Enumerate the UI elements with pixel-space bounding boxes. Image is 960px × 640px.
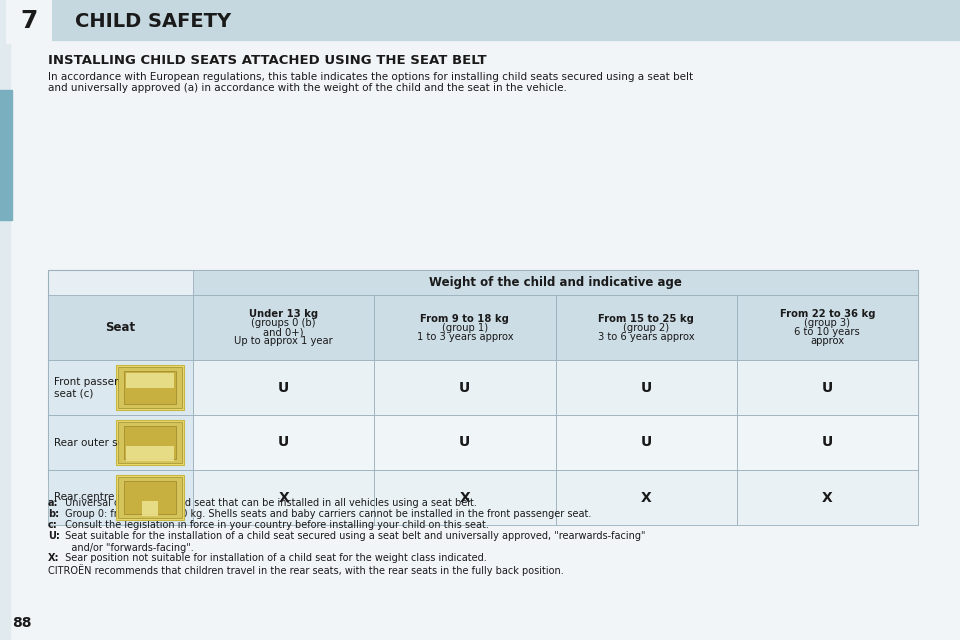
- Text: Rear centre seat: Rear centre seat: [54, 493, 140, 502]
- Text: a:: a:: [48, 498, 59, 508]
- Text: 3 to 6 years approx: 3 to 6 years approx: [598, 332, 694, 342]
- Text: Front passenger
seat (c): Front passenger seat (c): [54, 377, 138, 398]
- Text: INSTALLING CHILD SEATS ATTACHED USING THE SEAT BELT: INSTALLING CHILD SEATS ATTACHED USING TH…: [48, 54, 487, 67]
- Bar: [0, 90, 12, 220]
- Text: approx: approx: [810, 336, 845, 346]
- Text: U: U: [640, 381, 652, 394]
- Bar: [126, 446, 174, 461]
- FancyBboxPatch shape: [6, 0, 52, 44]
- Bar: [142, 501, 158, 516]
- Text: Weight of the child and indicative age: Weight of the child and indicative age: [429, 276, 682, 289]
- Text: c:: c:: [48, 520, 58, 530]
- Bar: [736, 415, 918, 470]
- Text: and 0+): and 0+): [263, 327, 304, 337]
- Text: 7: 7: [20, 9, 37, 33]
- Text: Consult the legislation in force in your country before installing your child on: Consult the legislation in force in your…: [62, 520, 489, 530]
- Text: and universally approved (a) in accordance with the weight of the child and the : and universally approved (a) in accordan…: [48, 83, 566, 93]
- Text: Up to approx 1 year: Up to approx 1 year: [234, 336, 333, 346]
- Bar: [193, 270, 918, 295]
- Bar: [126, 373, 174, 388]
- Text: U:: U:: [48, 531, 60, 541]
- Bar: [118, 422, 182, 463]
- Text: Seat suitable for the installation of a child seat secured using a seat belt and: Seat suitable for the installation of a …: [62, 531, 645, 552]
- Text: U: U: [278, 381, 289, 394]
- Bar: [736, 470, 918, 525]
- Bar: [556, 295, 736, 360]
- Bar: [118, 367, 182, 408]
- Bar: [116, 475, 184, 520]
- Bar: [116, 365, 184, 410]
- Bar: [48, 270, 918, 480]
- Text: Universal child seat: child seat that can be installed in all vehicles using a s: Universal child seat: child seat that ca…: [62, 498, 477, 508]
- Bar: [374, 360, 556, 415]
- Text: Rear outer seats: Rear outer seats: [54, 438, 140, 447]
- Text: (group 2): (group 2): [623, 323, 669, 333]
- Bar: [374, 295, 556, 360]
- Bar: [193, 360, 374, 415]
- Text: (groups 0 (b): (groups 0 (b): [252, 318, 316, 328]
- Text: b:: b:: [48, 509, 60, 519]
- Text: X:: X:: [48, 553, 60, 563]
- Bar: [374, 470, 556, 525]
- Text: From 15 to 25 kg: From 15 to 25 kg: [598, 314, 694, 323]
- Text: 1 to 3 years approx: 1 to 3 years approx: [417, 332, 514, 342]
- Bar: [48, 470, 193, 525]
- Text: Under 13 kg: Under 13 kg: [249, 309, 318, 319]
- Bar: [556, 360, 736, 415]
- Bar: [0, 0, 960, 40]
- Bar: [374, 415, 556, 470]
- Bar: [193, 295, 374, 360]
- Bar: [124, 426, 176, 459]
- Text: X: X: [460, 490, 470, 504]
- Text: In accordance with European regulations, this table indicates the options for in: In accordance with European regulations,…: [48, 72, 693, 82]
- Text: X: X: [278, 490, 289, 504]
- Text: 6 to 10 years: 6 to 10 years: [795, 327, 860, 337]
- Text: Sear position not suitable for installation of a child seat for the weight class: Sear position not suitable for installat…: [62, 553, 487, 563]
- Bar: [556, 415, 736, 470]
- Bar: [0, 0, 10, 640]
- Text: X: X: [822, 490, 832, 504]
- Bar: [124, 371, 176, 404]
- Bar: [48, 415, 193, 470]
- Text: U: U: [459, 435, 470, 449]
- Bar: [193, 470, 374, 525]
- Bar: [124, 481, 176, 514]
- Text: Seat: Seat: [106, 321, 135, 334]
- Text: From 22 to 36 kg: From 22 to 36 kg: [780, 309, 876, 319]
- Text: U: U: [822, 381, 833, 394]
- Text: U: U: [640, 435, 652, 449]
- Bar: [48, 360, 193, 415]
- Text: CITROËN recommends that children travel in the rear seats, with the rear seats i: CITROËN recommends that children travel …: [48, 564, 564, 576]
- Bar: [116, 420, 184, 465]
- Bar: [118, 477, 182, 518]
- Bar: [556, 470, 736, 525]
- Text: X: X: [640, 490, 652, 504]
- Text: U: U: [459, 381, 470, 394]
- Text: (group 3): (group 3): [804, 318, 851, 328]
- Text: CHILD SAFETY: CHILD SAFETY: [75, 12, 231, 31]
- Bar: [736, 360, 918, 415]
- Text: (group 1): (group 1): [442, 323, 488, 333]
- Text: Group 0: from birth to 10 kg. Shells seats and baby carriers cannot be installed: Group 0: from birth to 10 kg. Shells sea…: [62, 509, 591, 519]
- Text: From 9 to 18 kg: From 9 to 18 kg: [420, 314, 510, 323]
- Bar: [48, 295, 193, 360]
- Text: 88: 88: [12, 616, 32, 630]
- Bar: [736, 295, 918, 360]
- Text: U: U: [822, 435, 833, 449]
- Bar: [193, 415, 374, 470]
- Text: U: U: [278, 435, 289, 449]
